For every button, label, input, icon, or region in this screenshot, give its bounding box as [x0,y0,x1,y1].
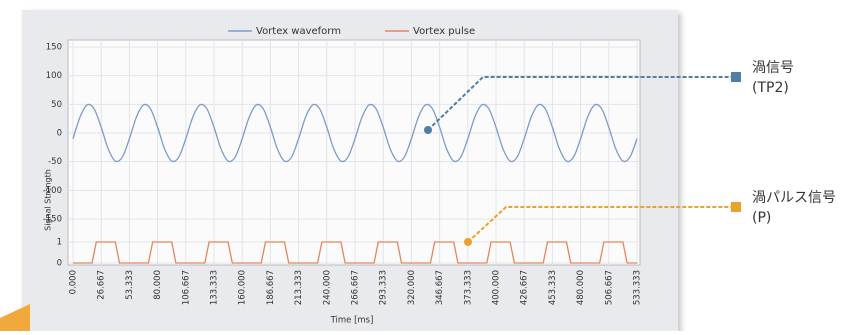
annotation: 渦パルス信号 [752,190,836,206]
x-tick-label: 53.333 [125,270,135,300]
x-tick-label: 26.667 [97,270,107,300]
connector-square [731,202,741,212]
connector [427,76,735,131]
series-line [73,241,637,264]
x-tick-label: 426.667 [520,270,530,305]
x-tick-label: 293.333 [379,270,389,305]
connector [467,206,735,243]
x-tick-label: 480.000 [576,270,586,305]
y2-tick-label: 1 [57,238,62,248]
corner-decoration [0,304,30,331]
x-tick-label: 0.000 [69,270,79,294]
x-tick-label: 186.667 [266,270,276,305]
x-tick-label: 533.333 [633,270,643,305]
y-tick-label: -150 [43,215,62,225]
x-tick-label: 266.667 [351,270,361,305]
x-tick-label: 106.667 [181,270,191,305]
annotation: 渦信号 [752,60,794,76]
x-tick-label: 346.667 [435,270,445,305]
y-tick-label: -50 [48,157,62,167]
annotation-connectors [424,72,741,246]
y-tick-label: 50 [51,100,62,110]
y-tick-label: -100 [43,186,62,196]
y-tick-label: 100 [46,71,62,81]
y-tick-label: 0 [57,129,62,139]
x-tick-label: 133.333 [209,270,219,305]
annotation: (TP2) [752,80,789,96]
plot-area [67,39,641,266]
connector-square [731,72,741,82]
x-tick-label: 160.000 [238,270,248,305]
connector-dot [424,126,432,134]
x-tick-label: 453.333 [548,270,558,305]
legend-label: Vortex waveform [256,26,341,37]
y-axis-label: Signal Strength [44,169,53,231]
connector-dot [464,238,472,246]
x-tick-label: 80.000 [153,270,163,300]
y2-tick-label: 0 [57,259,62,269]
x-tick-label: 400.000 [492,270,502,305]
x-tick-label: 320.000 [407,270,417,305]
x-axis-label: Time [ms] [330,316,374,326]
x-tick-label: 506.667 [604,270,614,305]
legend-label: Vortex pulse [413,26,475,37]
x-tick-label: 213.333 [294,270,304,305]
y-tick-label: 150 [46,43,62,53]
x-tick-label: 373.333 [463,270,473,305]
series-line [72,103,638,163]
x-tick-label: 240.000 [322,270,332,305]
annotation: (P) [752,210,771,226]
